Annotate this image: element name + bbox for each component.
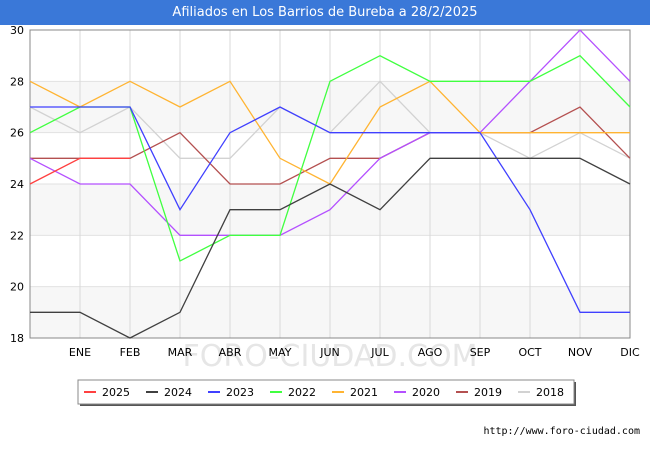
x-tick-label: DIC bbox=[620, 346, 640, 359]
y-tick-label: 24 bbox=[10, 178, 24, 191]
x-tick-label: JUN bbox=[319, 346, 340, 359]
legend-label-2018: 2018 bbox=[536, 386, 564, 399]
legend: 2025 2024 2023 2022 2021 2020 2019 2018 bbox=[77, 379, 576, 406]
legend-label-2025: 2025 bbox=[102, 386, 130, 399]
x-tick-label: SEP bbox=[470, 346, 491, 359]
series-line-2025 bbox=[29, 157, 130, 185]
x-tick-label: MAY bbox=[269, 346, 292, 359]
y-axis-ticks: 18 20 22 24 26 28 30 bbox=[10, 24, 24, 345]
y-tick-label: 18 bbox=[10, 332, 24, 345]
x-tick-label: ABR bbox=[219, 346, 242, 359]
series-line-2024 bbox=[30, 157, 631, 339]
x-tick-label: FEB bbox=[120, 346, 141, 359]
x-tick-label: OCT bbox=[518, 346, 541, 359]
y-tick-label: 22 bbox=[10, 229, 24, 242]
legend-label-2021: 2021 bbox=[350, 386, 378, 399]
legend-box bbox=[77, 379, 575, 405]
legend-label-2019: 2019 bbox=[474, 386, 502, 399]
series-line-2023 bbox=[30, 106, 630, 313]
x-axis-ticks: ENE FEB MAR ABR MAY JUN JUL AGO SEP OCT NOV DIC bbox=[69, 346, 640, 359]
legend-label-2024: 2024 bbox=[164, 386, 192, 399]
x-tick-label: JUL bbox=[370, 346, 389, 359]
series-lines bbox=[29, 29, 631, 339]
x-tick-label: MAR bbox=[168, 346, 193, 359]
legend-label-2020: 2020 bbox=[412, 386, 440, 399]
chart-title: Afiliados en Los Barrios de Bureba a 28/… bbox=[0, 0, 650, 25]
y-tick-label: 26 bbox=[10, 127, 24, 140]
legend-label-2022: 2022 bbox=[288, 386, 316, 399]
watermark-text: FORO-CIUDAD.COM bbox=[183, 339, 478, 374]
source-url[interactable]: http://www.foro-ciudad.com bbox=[483, 426, 640, 437]
x-tick-label: AGO bbox=[418, 346, 443, 359]
x-tick-label: NOV bbox=[568, 346, 593, 359]
x-tick-label: ENE bbox=[69, 346, 91, 359]
y-tick-label: 20 bbox=[10, 281, 24, 294]
y-tick-label: 30 bbox=[10, 24, 24, 37]
y-tick-label: 28 bbox=[10, 75, 24, 88]
legend-label-2023: 2023 bbox=[226, 386, 254, 399]
